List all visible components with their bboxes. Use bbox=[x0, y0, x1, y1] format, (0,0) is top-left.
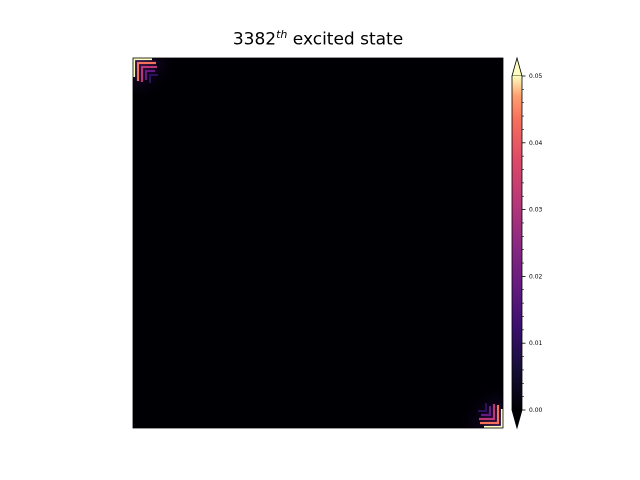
colorbar-tick-label: 0.04 bbox=[529, 140, 543, 147]
title-superscript: th bbox=[276, 28, 288, 41]
colorbar-extend-min bbox=[511, 409, 523, 430]
colorbar-tick-label: 0.05 bbox=[529, 73, 543, 80]
colorbar-tick-label: 0.01 bbox=[529, 340, 543, 347]
chart-title: 3382th excited state bbox=[133, 28, 503, 50]
hotspot-top-left bbox=[132, 57, 178, 103]
heatmap-background bbox=[133, 58, 503, 428]
hotspot-bottom-right bbox=[458, 383, 504, 429]
colorbar-tick-label: 0.03 bbox=[529, 207, 543, 214]
title-suffix: excited state bbox=[287, 29, 404, 50]
heatmap-frame bbox=[132, 57, 504, 429]
title-number: 3382 bbox=[232, 29, 277, 50]
colorbar: 0.00 0.01 0.02 0.03 0.04 0.05 bbox=[511, 56, 543, 430]
colorbar-gradient bbox=[512, 76, 522, 410]
colorbar-extend-max bbox=[511, 56, 523, 77]
colorbar-tick-label: 0.02 bbox=[529, 273, 543, 280]
colorbar-ticks: 0.00 0.01 0.02 0.03 0.04 0.05 bbox=[522, 73, 543, 414]
colorbar-tick-label: 0.00 bbox=[529, 407, 543, 414]
